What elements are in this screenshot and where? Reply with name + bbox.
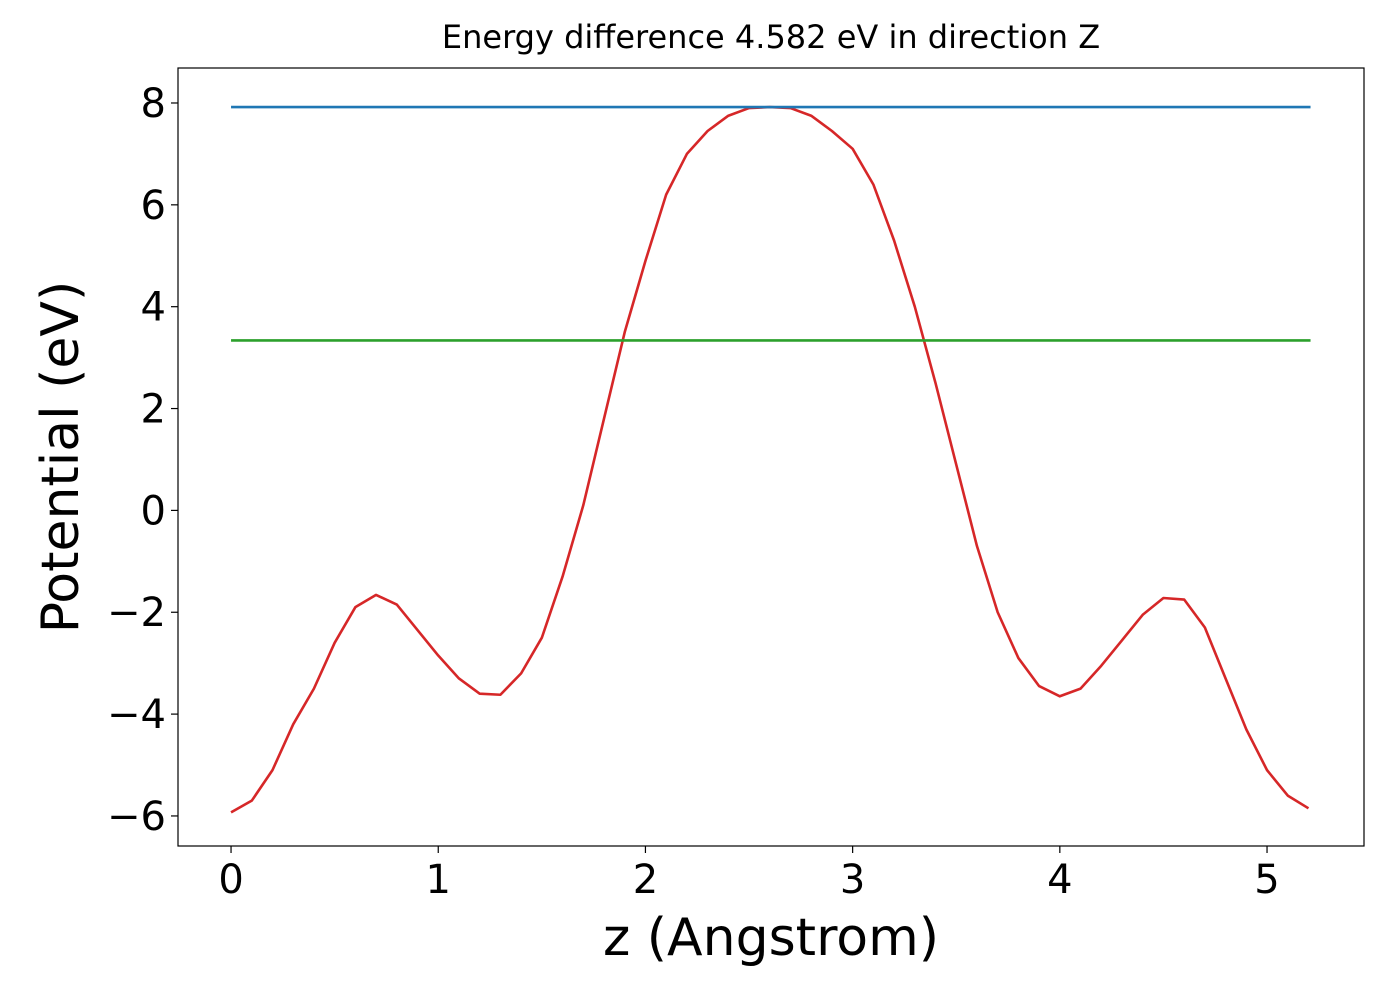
x-tick-label: 5 <box>1254 857 1279 903</box>
x-tick-label: 1 <box>426 857 451 903</box>
y-axis-label: Potential (eV) <box>31 281 91 633</box>
y-tick-label: 2 <box>141 387 166 433</box>
x-tick-label: 4 <box>1047 857 1072 903</box>
y-tick-label: −6 <box>107 794 166 840</box>
x-tick-label: 3 <box>840 857 865 903</box>
plot-frame <box>177 67 1365 847</box>
x-axis-label: z (Angstrom) <box>603 908 939 968</box>
chart-title: Energy difference 4.582 eV in direction … <box>442 18 1100 56</box>
y-tick-label: 8 <box>141 81 166 127</box>
y-tick-label: −4 <box>107 692 166 738</box>
x-tick-label: 2 <box>633 857 658 903</box>
line-series <box>230 105 1310 814</box>
y-tick-label: 4 <box>141 285 166 331</box>
y-tick-label: 0 <box>141 488 166 534</box>
y-tick-label: −2 <box>107 590 166 636</box>
y-tick-label: 6 <box>141 183 166 229</box>
x-tick-label: 0 <box>218 857 243 903</box>
